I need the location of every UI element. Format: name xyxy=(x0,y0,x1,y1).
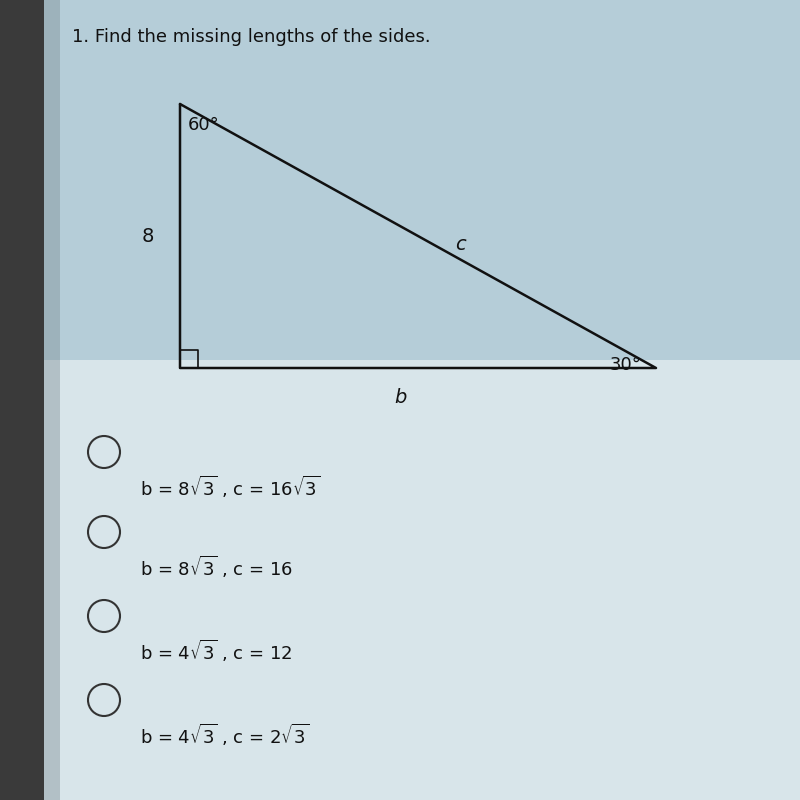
Bar xyxy=(0,0,44,800)
Text: 8: 8 xyxy=(142,226,154,246)
Text: b = 8$\sqrt{3}$ , c = 16$\sqrt{3}$: b = 8$\sqrt{3}$ , c = 16$\sqrt{3}$ xyxy=(140,474,321,500)
Text: b = 8$\sqrt{3}$ , c = 16: b = 8$\sqrt{3}$ , c = 16 xyxy=(140,554,293,580)
Bar xyxy=(0,360,800,800)
Text: 1. Find the missing lengths of the sides.: 1. Find the missing lengths of the sides… xyxy=(72,28,430,46)
Bar xyxy=(0,0,800,440)
Bar xyxy=(44,0,60,800)
Text: c: c xyxy=(454,234,466,254)
Text: 30°: 30° xyxy=(610,356,642,374)
Text: b = 4$\sqrt{3}$ , c = 2$\sqrt{3}$: b = 4$\sqrt{3}$ , c = 2$\sqrt{3}$ xyxy=(140,722,310,748)
Text: b: b xyxy=(394,388,406,407)
Text: b = 4$\sqrt{3}$ , c = 12: b = 4$\sqrt{3}$ , c = 12 xyxy=(140,638,293,664)
Text: 60°: 60° xyxy=(188,116,220,134)
